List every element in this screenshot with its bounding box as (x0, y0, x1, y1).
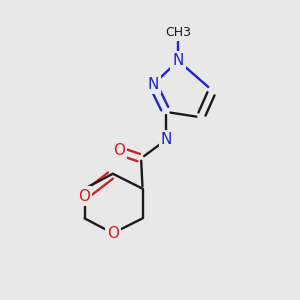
Text: O: O (107, 226, 119, 241)
Text: O: O (78, 189, 90, 204)
Text: CH3: CH3 (165, 26, 191, 39)
Text: N: N (172, 53, 184, 68)
Text: N: N (161, 132, 172, 147)
Text: O: O (113, 143, 125, 158)
Text: N: N (147, 77, 159, 92)
